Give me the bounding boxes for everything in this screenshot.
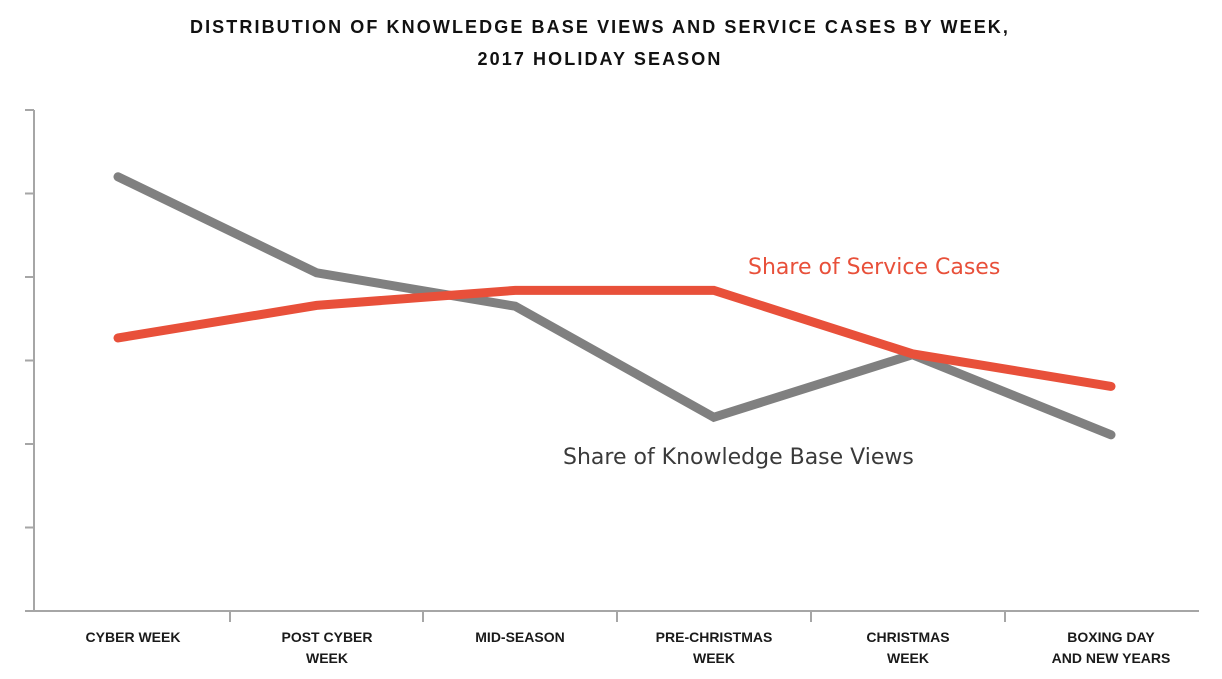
x-tick-label-line: WEEK — [693, 650, 735, 666]
x-tick-label-line: AND NEW YEARS — [1052, 650, 1171, 666]
series-line-knowledge-base-views — [113, 172, 1116, 440]
annotation-knowledge-base-views: Share of Knowledge Base Views — [563, 445, 914, 470]
x-tick-label: CYBER WEEK — [86, 629, 181, 645]
x-tick-label-line: BOXING DAY — [1067, 629, 1155, 645]
x-tick-label-line: PRE-CHRISTMAS — [656, 629, 773, 645]
x-tick-label: CHRISTMAS WEEK — [866, 629, 949, 666]
chart-title-line-2: 2017 HOLIDAY SEASON — [477, 49, 723, 69]
x-tick-label-line: WEEK — [887, 650, 929, 666]
x-tick-label-line: POST CYBER — [281, 629, 372, 645]
x-tick-label-line: MID-SEASON — [475, 629, 564, 645]
axes — [25, 109, 1199, 622]
x-tick-labels: CYBER WEEK POST CYBER WEEK MID-SEASON PRE-CH… — [86, 629, 1171, 666]
x-tick-label-line: CHRISTMAS — [866, 629, 949, 645]
x-tick-label: BOXING DAY AND NEW YEARS — [1052, 629, 1171, 666]
x-tick-label-line: CYBER WEEK — [86, 629, 181, 645]
x-tick-label: PRE-CHRISTMAS WEEK — [656, 629, 773, 666]
x-tick-label: POST CYBER WEEK — [281, 629, 372, 666]
series-layer — [113, 172, 1116, 440]
x-tick-label-line: WEEK — [306, 650, 348, 666]
x-tick-label: MID-SEASON — [475, 629, 564, 645]
series-line-service-cases — [113, 285, 1116, 391]
chart-title-line-1: DISTRIBUTION OF KNOWLEDGE BASE VIEWS AND… — [189, 17, 1011, 37]
annotation-service-cases: Share of Service Cases — [748, 255, 1000, 280]
